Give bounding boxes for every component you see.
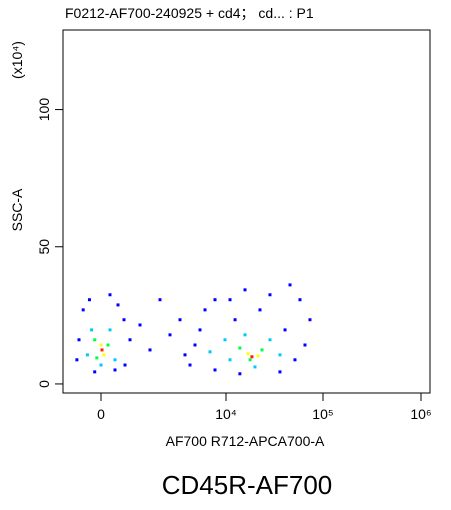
point [138, 323, 142, 327]
point [246, 352, 250, 356]
plot-frame [62, 29, 431, 394]
point [203, 308, 207, 312]
point [213, 368, 217, 372]
point [268, 293, 272, 297]
point [85, 353, 89, 357]
x-tick-label: 10⁶ [410, 406, 431, 422]
point [75, 358, 79, 362]
y-axis-label: SSC-A [9, 188, 25, 231]
point [183, 353, 187, 357]
point [113, 368, 117, 372]
point [95, 356, 99, 360]
point [303, 343, 307, 347]
point [77, 338, 81, 342]
point [81, 308, 85, 312]
point [283, 328, 287, 332]
x-axis-label: AF700 R712-APCA700-A [166, 433, 325, 449]
point [168, 333, 172, 337]
point [99, 363, 103, 367]
point [158, 298, 162, 302]
point [208, 350, 212, 354]
point [178, 318, 182, 322]
point [293, 358, 297, 362]
point [108, 293, 112, 297]
point [128, 338, 132, 342]
point [253, 365, 257, 369]
point [193, 343, 197, 347]
point [243, 288, 247, 292]
point [256, 354, 260, 358]
point [116, 303, 120, 307]
point [243, 333, 247, 337]
point [260, 348, 264, 352]
point [250, 355, 254, 359]
x-tick-label: 10⁵ [312, 406, 333, 422]
x-tick-label: 0 [97, 406, 105, 422]
y-tick-label: 50 [36, 239, 52, 255]
point [248, 358, 252, 362]
y-tick-label: 100 [36, 98, 52, 122]
point [288, 283, 292, 287]
point [122, 318, 126, 322]
point [93, 338, 97, 342]
chart-title: F0212-AF700-240925 + cd4； cd... : P1 [65, 5, 314, 22]
point [223, 338, 227, 342]
point [238, 372, 242, 376]
point [113, 358, 117, 362]
point [148, 348, 152, 352]
point [258, 308, 262, 312]
point [238, 346, 242, 350]
point [102, 353, 106, 357]
point [308, 318, 312, 322]
y-tick-label: 0 [36, 380, 52, 388]
point [123, 363, 127, 367]
caption: CD45R-AF700 [162, 470, 333, 500]
point [188, 363, 192, 367]
point [228, 298, 232, 302]
point [278, 370, 282, 374]
y-unit: (x10⁴) [9, 41, 25, 79]
point [198, 328, 202, 332]
point [90, 328, 94, 332]
point [298, 298, 302, 302]
point [100, 348, 104, 352]
point [99, 343, 103, 347]
point [106, 343, 110, 347]
x-tick-label: 10⁴ [215, 406, 237, 422]
point [278, 353, 282, 357]
point [213, 298, 217, 302]
point [108, 328, 112, 332]
point [87, 298, 91, 302]
point [228, 358, 232, 362]
point [93, 370, 97, 374]
point [233, 318, 237, 322]
point [268, 338, 272, 342]
